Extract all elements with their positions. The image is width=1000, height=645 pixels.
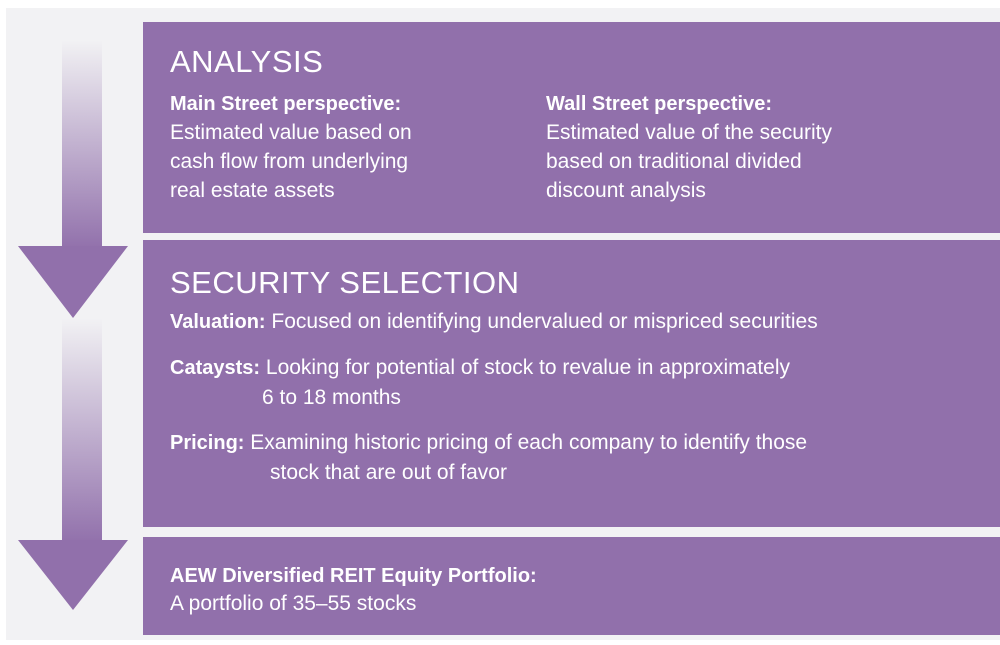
arrow-head [18,246,128,318]
text: cash flow from underlying [170,150,409,173]
text: Examining historic pricing of each compa… [250,431,808,454]
column: Main Street perspective: Estimated value… [170,90,412,205]
text: stock that are out of favor [270,461,507,484]
text: real estate assets [170,179,335,202]
text: Estimated value based on [170,121,412,144]
section-title: SECURITY SELECTION [170,265,520,300]
text: based on traditional divided [546,150,802,173]
label: Pricing: [170,432,245,454]
section-title: ANALYSIS [170,44,324,79]
heading: Main Street perspective: [170,93,402,115]
text: Focused on identifying undervalued or mi… [271,310,818,333]
arrows [18,40,128,610]
label: Valuation: [170,311,266,333]
heading: AEW Diversified REIT Equity Portfolio: [170,565,537,587]
portfolio-box: AEW Diversified REIT Equity Portfolio: A… [143,537,1000,635]
text: Estimated value of the security [546,121,832,144]
selection-box: SECURITY SELECTION Valuation: Focused on… [143,240,1000,527]
item: Valuation: Focused on identifying underv… [170,307,1000,337]
text: Looking for potential of stock to revalu… [265,356,791,379]
heading: Wall Street perspective: [546,93,773,115]
arrow-shaft [62,318,102,544]
item: Pricing: Examining historic pricing of e… [170,428,1000,487]
text: discount analysis [546,179,706,202]
label: Cataysts: [170,357,261,379]
text: A portfolio of 35–55 stocks [170,592,417,615]
arrow-head [18,540,128,610]
arrow-shaft [62,40,102,250]
text: 6 to 18 months [262,386,401,409]
analysis-box: ANALYSIS Main Street perspective: Estima… [143,22,1000,233]
column: Wall Street perspective: Estimated value… [546,90,832,205]
item: Cataysts: Looking for potential of stock… [170,353,1000,412]
